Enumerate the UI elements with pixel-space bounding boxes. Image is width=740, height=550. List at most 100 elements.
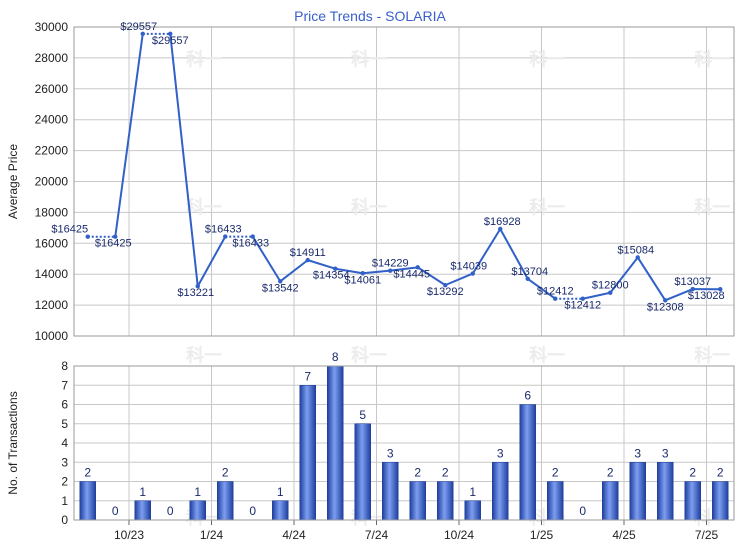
tx-y-tick-label: 6 [61, 398, 68, 412]
price-data-label: $14039 [450, 261, 487, 273]
transaction-bar [464, 500, 481, 521]
transaction-bar [79, 481, 96, 521]
price-panel: 1000012000140001600018000200002200024000… [6, 20, 735, 528]
tx-y-tick-label: 1 [61, 494, 68, 508]
tx-y-tick-label: 8 [61, 359, 68, 373]
price-y-tick-label: 16000 [35, 236, 69, 250]
tx-y-tick-label: 4 [61, 436, 68, 450]
price-data-label: $14229 [372, 258, 409, 270]
price-data-label: $13037 [674, 276, 711, 288]
price-line-segment [335, 267, 363, 275]
watermark-text: 科一 [694, 49, 730, 70]
watermark-text: 科一 [186, 197, 222, 218]
price-y-tick-label: 26000 [35, 82, 69, 96]
price-line-segment [444, 272, 474, 287]
price-data-label: $16928 [484, 216, 521, 228]
bar-value-label: 3 [497, 446, 504, 460]
x-tick-label: 7/24 [365, 528, 389, 542]
price-point [443, 282, 448, 288]
price-data-label: $16425 [95, 238, 132, 250]
price-point [525, 276, 530, 281]
bar-value-label: 1 [469, 485, 476, 499]
price-y-tick-label: 12000 [35, 298, 69, 312]
price-point [690, 286, 695, 292]
price-y-tick-label: 14000 [35, 267, 69, 281]
price-line-segment [471, 228, 502, 275]
price-point [635, 255, 640, 260]
bar-value-label: 3 [387, 446, 394, 460]
price-line-segment [636, 256, 667, 301]
watermark-text: 科一 [351, 197, 387, 218]
tx-y-tick-label: 5 [61, 417, 68, 431]
x-tick-label: 10/23 [114, 528, 144, 542]
price-point [498, 226, 503, 232]
watermark-text: 科一 [529, 197, 565, 218]
price-data-label: $29557 [120, 21, 157, 33]
price-data-label: $12800 [592, 280, 629, 292]
price-y-tick-label: 24000 [35, 113, 69, 127]
bar-value-label: 6 [524, 389, 531, 403]
price-line-segment [251, 236, 282, 282]
tx-plot-frame [73, 365, 735, 521]
price-y-tick-label: 10000 [35, 329, 69, 343]
price-data-label: $13704 [511, 266, 548, 278]
price-data-label: $15084 [617, 244, 654, 256]
price-point [168, 31, 173, 37]
chart-title: Price Trends - SOLARIA [294, 8, 446, 24]
x-tick-label: 7/25 [695, 528, 719, 542]
price-y-tick-label: 20000 [35, 175, 69, 189]
price-data-label: $14911 [290, 247, 326, 259]
tx-y-tick-label: 7 [61, 378, 68, 392]
price-data-label: $14354 [313, 270, 350, 282]
price-point [470, 271, 475, 276]
price-point [113, 234, 118, 239]
price-data-label: $16425 [51, 224, 88, 236]
bar-value-label: 0 [249, 504, 256, 518]
bar-value-label: 5 [359, 408, 366, 422]
watermark-text: 科一 [186, 49, 222, 70]
tx-y-axis-title: No. of Transactions [6, 391, 20, 494]
x-tick-label: 4/25 [612, 528, 636, 542]
price-line-segment [390, 266, 418, 272]
price-line-segment [362, 269, 391, 275]
transaction-bar [272, 500, 289, 521]
bar-value-label: 8 [332, 350, 339, 364]
transaction-bar [547, 481, 564, 521]
bar-value-label: 1 [139, 485, 146, 499]
transaction-bar [327, 365, 344, 521]
price-y-tick-label: 28000 [35, 51, 69, 65]
price-data-label: $13028 [688, 290, 725, 302]
price-point [305, 257, 310, 263]
bar-value-label: 2 [717, 466, 724, 480]
price-point [553, 296, 558, 301]
price-line-segment [527, 277, 556, 300]
x-tick-label: 10/24 [444, 528, 474, 542]
price-data-label: $14061 [344, 274, 381, 286]
bar-value-label: 0 [112, 504, 119, 518]
price-y-axis-title: Average Price [6, 144, 20, 219]
bar-value-label: 3 [634, 446, 641, 460]
price-line-segment [114, 33, 144, 237]
bar-value-label: 2 [84, 466, 91, 480]
price-point [140, 31, 145, 37]
price-point [415, 265, 420, 270]
transaction-bar [519, 404, 536, 521]
watermark-text: 科一 [694, 197, 730, 218]
x-tick-label: 1/24 [200, 528, 224, 542]
price-point [250, 234, 255, 239]
price-point [608, 290, 613, 295]
bar-value-label: 2 [442, 466, 449, 480]
watermark-text: 科一 [529, 49, 565, 70]
price-line-segment [609, 256, 639, 294]
bar-value-label: 0 [167, 504, 174, 518]
price-point [580, 296, 585, 301]
watermark-text: 科一 [186, 344, 222, 365]
price-point [223, 234, 228, 239]
watermark-text: 科一 [351, 344, 387, 365]
transaction-bar [437, 481, 454, 521]
transaction-bar [629, 462, 646, 521]
transaction-bar [409, 481, 426, 521]
bar-value-label: 3 [662, 446, 669, 460]
